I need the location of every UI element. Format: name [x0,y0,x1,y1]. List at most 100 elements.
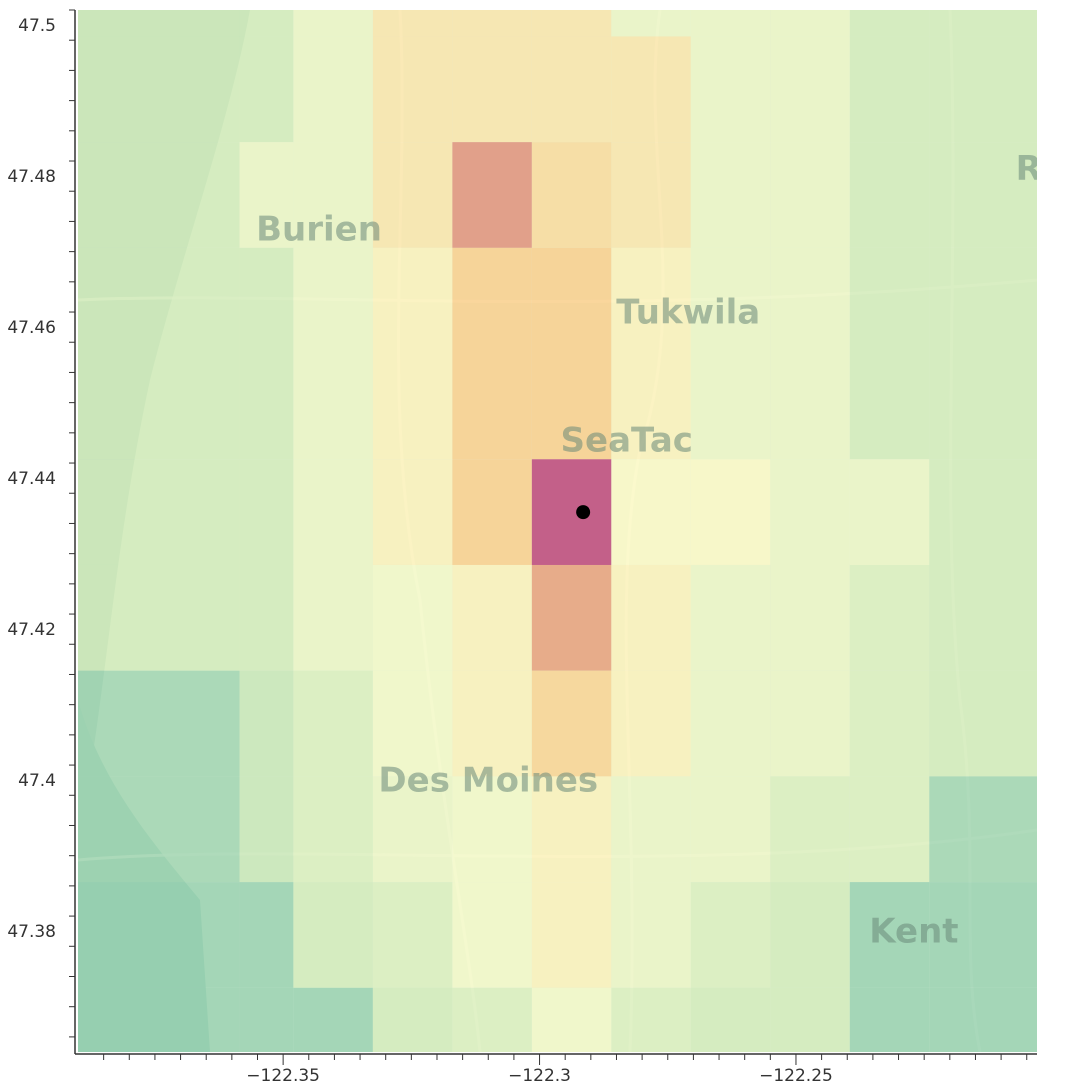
heatmap-cell [293,987,373,1052]
heatmap-cell [611,987,691,1052]
heatmap-cell [929,247,1037,460]
heatmap-cell [78,10,240,37]
heatmap-cell [690,142,771,248]
heatmap-cell [611,564,691,671]
heatmap-cell [372,564,453,671]
heatmap-cell [452,987,532,1052]
heatmap-cell [690,247,771,460]
heatmap-cell [849,36,930,143]
heatmap-cell [611,10,691,37]
heatmap-cell [770,459,850,565]
heatmap-cell [770,10,850,37]
heatmap-cell [929,882,1037,988]
location-marker[interactable] [576,505,591,520]
heatmap-cell [372,142,453,248]
heatmap-cell [372,670,453,777]
heatmap-cell [452,670,532,777]
heatmap-cell [690,36,771,143]
heatmap-cell [452,776,532,883]
place-labels: Burien Tukwila SeaTac Des Moines Kent Ren [256,149,1089,952]
heatmap-cell [78,987,240,1052]
heatmap-cell [372,247,453,460]
heatmap-cell [239,459,294,565]
y-tick-label: 47.44 [7,469,56,489]
heatmap-cell [849,987,930,1052]
heatmap-cell [929,36,1037,143]
heatmap-cell [849,459,930,565]
place-label: SeaTac [561,421,693,461]
heatmap-cell [690,670,771,777]
heatmap-cell [690,987,771,1052]
heatmap-cell [372,36,453,143]
heatmap-cell [611,776,691,883]
heatmap-cell [849,882,930,988]
heatmap-cell [929,987,1037,1052]
place-label: Kent [869,912,958,952]
heatmap-cell [929,142,1037,248]
heatmap-cell [372,776,453,883]
heatmap-cell [531,142,612,248]
heatmap-cell [293,247,373,460]
heatmap-cell [770,142,850,248]
x-tick-label: −122.35 [246,1066,320,1086]
heatmap-cell [770,670,850,777]
heatmap-cell [849,564,930,671]
heatmap-cell [531,882,612,988]
heatmap-cell [293,564,373,671]
heatmap-cell [293,776,373,883]
heatmap-cell [690,776,771,883]
heatmap-cell [293,36,373,143]
heatmap-cell [611,36,691,143]
heatmap-cell [78,776,240,883]
heatmap-cell [690,459,771,565]
heatmap-cell [239,564,294,671]
heatmap-cell [239,882,294,988]
heatmap-cell [239,36,294,143]
heatmap-cell [770,882,850,988]
heatmap-cell [239,670,294,777]
heatmap-cell [531,670,612,777]
heatmap-cell [611,247,691,460]
heatmap-cell [293,142,373,248]
y-tick-label: 47.48 [7,167,56,187]
heatmap-cell [849,670,930,777]
place-label: Tukwila [616,292,760,332]
heatmap-cell [293,670,373,777]
heatmap-cell [372,882,453,988]
heatmap-cell [531,10,612,37]
heatmap-cell [611,142,691,248]
heatmap-cell [452,36,532,143]
heatmap-cell [293,882,373,988]
heatmap-cell [929,670,1037,777]
place-label: Ren [1016,149,1089,189]
heatmap-cell [849,10,930,37]
heatmap-cell [929,564,1037,671]
heatmap-cell [293,10,373,37]
heatmap-cell [78,459,240,565]
place-label: Des Moines [378,761,598,801]
heatmap-cell [239,247,294,460]
heatmap-cell [531,564,612,671]
heatmap-cell [452,882,532,988]
heatmap-cell [611,670,691,777]
heatmap-cell [531,247,612,460]
heatmap-cell [452,564,532,671]
heatmap-cell [929,10,1037,37]
heatmap-cell [531,459,612,565]
heatmap-cell [531,987,612,1052]
heatmap-cell [78,36,240,143]
marker-layer [576,505,591,520]
heatmap-cell [849,776,930,883]
y-tick-label: 47.42 [7,620,56,640]
heatmap-cell [690,882,771,988]
y-tick-label: 47.5 [18,16,56,36]
heatmap-cell [770,247,850,460]
heatmap-cell [929,776,1037,883]
heatmap-cell [372,987,453,1052]
heatmap-cell [78,564,240,671]
heatmap-cell [372,459,453,565]
heatmap-cell [78,670,240,777]
heatmap-cells [78,10,1037,1052]
axes: 47.38 47.4 47.42 47.44 47.46 47.48 47.5 −122.35… [7,9,1037,1086]
